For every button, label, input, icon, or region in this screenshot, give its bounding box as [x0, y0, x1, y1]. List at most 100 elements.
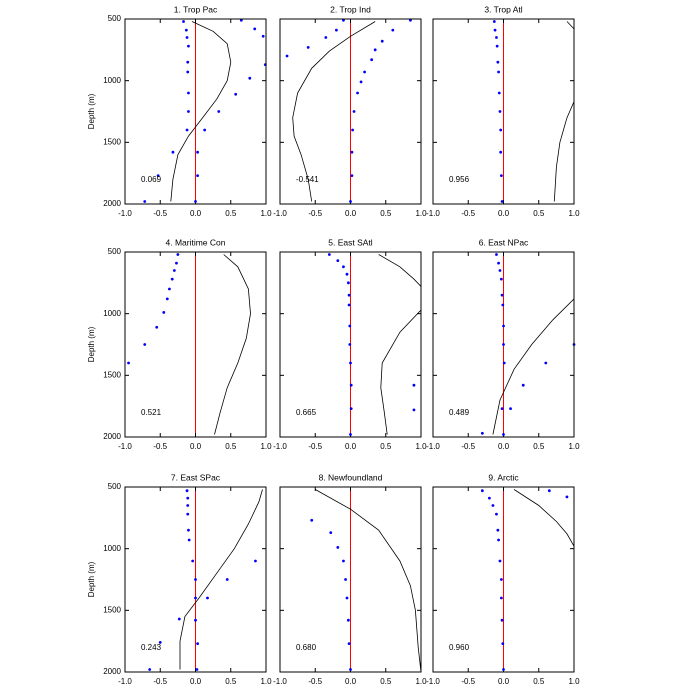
- x-tick-label: -1.0: [273, 209, 287, 218]
- x-tick-label: 1.0: [415, 442, 427, 451]
- dot: [177, 617, 181, 621]
- dot: [502, 361, 506, 365]
- dot: [349, 200, 352, 203]
- plot-frame: [124, 18, 267, 205]
- dot: [492, 20, 496, 23]
- dot: [191, 559, 195, 563]
- dot: [324, 36, 328, 39]
- x-tick-label: 0.0: [190, 442, 202, 451]
- x-tick-label: 0.5: [380, 442, 392, 451]
- x-tick-label: 0.5: [380, 209, 392, 218]
- correlation-label: 0.521: [141, 408, 162, 417]
- dot: [493, 28, 497, 32]
- dot: [391, 28, 395, 32]
- dot: [491, 504, 495, 507]
- dot: [336, 546, 340, 549]
- dot: [185, 36, 189, 39]
- x-tick-label: -1.0: [118, 442, 132, 451]
- profile-line: [492, 298, 574, 435]
- dot: [156, 174, 160, 178]
- plot-frame: [432, 486, 575, 673]
- dot: [194, 596, 197, 600]
- dot: [186, 70, 190, 74]
- dot: [148, 668, 152, 671]
- x-tick-label: 0.5: [533, 209, 545, 218]
- dot: [497, 261, 500, 265]
- plot-frame: [279, 251, 422, 438]
- dot: [143, 200, 147, 203]
- dot: [345, 596, 349, 600]
- y-tick-label: 500: [108, 14, 122, 23]
- dot: [499, 596, 503, 600]
- dot: [495, 36, 498, 39]
- dot: [175, 261, 178, 265]
- dot: [498, 269, 502, 272]
- x-tick-label: -1.0: [118, 209, 132, 218]
- panel-title: 3. Trop Atl: [484, 4, 522, 14]
- x-tick-label: 0.0: [498, 209, 510, 218]
- plot-frame: [432, 251, 575, 438]
- dot: [350, 174, 354, 178]
- dot: [346, 618, 350, 622]
- panel-title: 9. Arctic: [488, 472, 519, 482]
- panel-title: 4. Maritime Con: [166, 237, 226, 247]
- panel: 1. Trop Pac -1.0 -0.5 0.0 0.5 1.0 500 1000 1500 2…: [87, 4, 272, 218]
- x-tick-label: 0.5: [380, 677, 392, 686]
- dot: [195, 668, 199, 671]
- dot: [521, 383, 525, 387]
- x-tick-label: -0.5: [308, 209, 322, 218]
- dot: [234, 92, 238, 96]
- plot-frame: [124, 486, 267, 673]
- dot: [165, 297, 169, 301]
- dot: [187, 91, 190, 95]
- dot: [498, 559, 502, 563]
- dot: [351, 128, 355, 132]
- x-tick-label: -1.0: [118, 677, 132, 686]
- dot: [349, 668, 352, 671]
- x-tick-label: 0.0: [498, 677, 510, 686]
- y-tick-label: 2000: [103, 667, 121, 676]
- dot: [342, 559, 345, 563]
- correlation-label: 0.680: [296, 643, 317, 652]
- x-tick-label: -0.5: [308, 442, 322, 451]
- x-tick-label: 0.5: [225, 442, 237, 451]
- x-tick-label: 1.0: [260, 442, 272, 451]
- profile-line: [179, 489, 263, 670]
- dot: [186, 60, 190, 64]
- dot: [194, 618, 197, 622]
- dot: [499, 128, 503, 132]
- dot: [350, 150, 354, 154]
- panel: 2. Trop Ind -1.0 -0.5 0.0 0.5 1.0 -0.541: [273, 4, 427, 218]
- dot: [488, 496, 491, 500]
- dot: [176, 253, 180, 256]
- x-tick-label: 0.5: [225, 209, 237, 218]
- x-tick-label: 0.0: [345, 677, 357, 686]
- y-tick-label: 1500: [103, 370, 121, 379]
- dot: [496, 528, 500, 532]
- dot: [348, 343, 352, 346]
- y-tick-label: 1500: [103, 137, 121, 146]
- dot: [185, 128, 189, 132]
- x-tick-label: 1.0: [415, 677, 427, 686]
- dot: [496, 60, 500, 64]
- dot: [172, 269, 176, 272]
- dot: [347, 293, 351, 297]
- y-tick-label: 1000: [103, 544, 121, 553]
- x-tick-label: 1.0: [260, 677, 272, 686]
- correlation-label: 0.489: [449, 408, 470, 417]
- dot: [495, 512, 498, 516]
- panel-title: 8. Newfoundland: [319, 472, 383, 482]
- dot: [225, 578, 229, 581]
- dot: [162, 311, 166, 314]
- x-tick-label: 0.0: [498, 442, 510, 451]
- dot: [502, 668, 505, 671]
- dot: [196, 150, 200, 154]
- x-tick-label: -0.5: [461, 442, 475, 451]
- dot: [495, 44, 499, 48]
- dot: [409, 18, 412, 22]
- plot-frame: [279, 18, 422, 205]
- dot: [499, 174, 503, 178]
- dot: [373, 48, 377, 52]
- dot: [499, 277, 503, 281]
- correlation-label: 0.069: [141, 175, 162, 184]
